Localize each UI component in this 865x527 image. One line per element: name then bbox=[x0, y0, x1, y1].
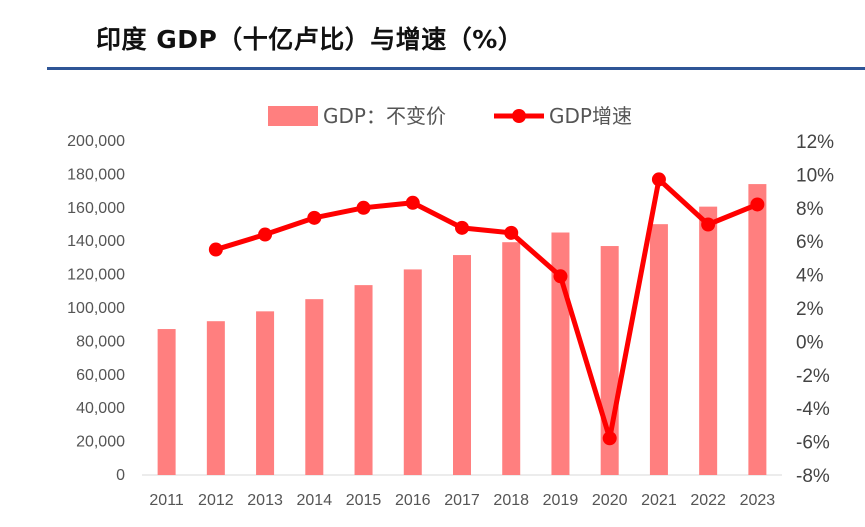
growth-point bbox=[307, 210, 322, 225]
gdp-bar bbox=[157, 329, 176, 475]
growth-point bbox=[701, 217, 716, 232]
right-axis: -8% -6% -4% -2% 0% 2% 4% 6% 8% 10% 12% bbox=[796, 132, 834, 487]
growth-point bbox=[455, 220, 469, 235]
left-axis-tick-label: 20,000 bbox=[76, 434, 125, 451]
left-axis: 0 20,000 40,000 60,000 80,000 100,000 120,000 1… bbox=[67, 133, 125, 484]
gdp-bar bbox=[206, 321, 225, 475]
left-axis-tick-label: 140,000 bbox=[67, 233, 125, 250]
left-axis-tick-label: 160,000 bbox=[67, 200, 125, 217]
left-axis-tick-label: 80,000 bbox=[76, 333, 125, 350]
growth-point bbox=[750, 197, 765, 212]
x-axis-tick-label: 2016 bbox=[395, 492, 431, 509]
legend-swatch-gdp bbox=[268, 106, 318, 126]
left-axis-tick-label: 60,000 bbox=[76, 367, 125, 384]
growth-point bbox=[504, 225, 519, 240]
x-axis-tick-label: 2014 bbox=[297, 492, 333, 509]
right-axis-tick-label: -2% bbox=[796, 366, 830, 387]
x-axis-tick-label: 2022 bbox=[690, 492, 726, 509]
x-axis: 2011 2012 2013 2014 2015 2016 2017 2018 2019 2020… bbox=[142, 474, 782, 509]
right-axis-tick-label: 10% bbox=[796, 165, 834, 186]
x-axis-tick-label: 2019 bbox=[543, 492, 579, 509]
gdp-bar bbox=[748, 184, 767, 475]
x-axis-tick-label: 2021 bbox=[641, 492, 677, 509]
gdp-bar bbox=[699, 206, 718, 476]
growth-point bbox=[356, 200, 371, 215]
x-axis-tick-label: 2011 bbox=[149, 492, 184, 509]
left-axis-tick-label: 180,000 bbox=[67, 166, 125, 183]
left-axis-tick-label: 0 bbox=[116, 467, 125, 484]
x-axis-tick-label: 2015 bbox=[346, 492, 382, 509]
chart-title: 印度 GDP（十亿卢比）与增速（%） bbox=[96, 25, 524, 54]
x-axis-tick-label: 2023 bbox=[740, 492, 776, 509]
right-axis-tick-label: 12% bbox=[796, 132, 834, 153]
growth-point bbox=[208, 242, 223, 257]
x-axis-tick-label: 2013 bbox=[247, 492, 283, 509]
left-axis-tick-label: 120,000 bbox=[67, 267, 125, 284]
growth-point bbox=[405, 195, 420, 210]
gdp-bar bbox=[453, 255, 471, 475]
x-axis-tick-label: 2020 bbox=[592, 492, 628, 509]
growth-point bbox=[602, 431, 617, 446]
right-axis-tick-label: 6% bbox=[796, 232, 824, 253]
growth-line-path bbox=[213, 176, 760, 441]
gdp-bar bbox=[354, 285, 373, 475]
gdp-bar bbox=[649, 224, 668, 475]
x-axis-tick-label: 2012 bbox=[198, 492, 234, 509]
growth-point bbox=[258, 227, 273, 242]
x-axis-tick-label: 2018 bbox=[493, 492, 529, 509]
gdp-bar bbox=[403, 269, 422, 475]
gdp-bar bbox=[502, 242, 521, 475]
right-axis-tick-label: 0% bbox=[796, 332, 824, 353]
left-axis-tick-label: 100,000 bbox=[67, 300, 125, 317]
right-axis-tick-label: 4% bbox=[796, 266, 824, 287]
right-axis-tick-label: 8% bbox=[796, 199, 824, 220]
legend-marker-growth bbox=[512, 109, 526, 123]
gdp-bar bbox=[256, 311, 275, 475]
growth-point bbox=[553, 269, 568, 284]
x-axis-tick-label: 2017 bbox=[444, 492, 480, 509]
right-axis-tick-label: -6% bbox=[796, 433, 830, 454]
legend-label-growth: GDP增速 bbox=[549, 104, 632, 128]
right-axis-tick-label: -4% bbox=[796, 399, 830, 420]
growth-line bbox=[208, 172, 765, 446]
title-divider bbox=[47, 67, 865, 70]
left-axis-tick-label: 200,000 bbox=[67, 133, 125, 150]
gdp-bar bbox=[305, 299, 324, 475]
right-axis-tick-label: 2% bbox=[796, 299, 824, 320]
left-axis-tick-label: 40,000 bbox=[76, 400, 125, 417]
legend-label-gdp: GDP：不变价 bbox=[323, 104, 446, 128]
growth-point bbox=[651, 172, 666, 187]
right-axis-tick-label: -8% bbox=[796, 466, 830, 487]
chart-legend: GDP：不变价 GDP增速 bbox=[268, 104, 632, 128]
